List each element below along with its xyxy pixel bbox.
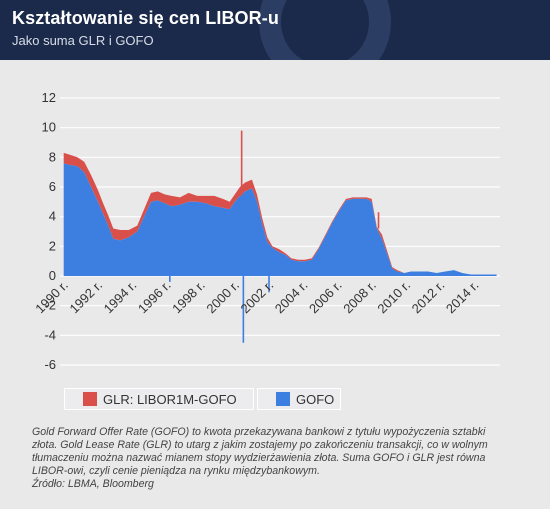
legend-label-glr: GLR: LIBOR1M-GOFO bbox=[103, 391, 237, 407]
plot-area bbox=[63, 130, 497, 343]
glr-area bbox=[63, 152, 497, 275]
x-tick-label: 1998 r. bbox=[169, 278, 208, 317]
note-line: LIBOR-owi, czyli cenie pieniądza na rynk… bbox=[32, 465, 320, 477]
glr-swatch bbox=[83, 392, 97, 406]
legend-label-gofo: GOFO bbox=[296, 391, 335, 407]
gofo-area bbox=[63, 163, 497, 276]
y-tick-label: -6 bbox=[44, 357, 56, 372]
y-axis: 12 10 8 6 4 2 0 -2 -4 -6 bbox=[42, 90, 56, 372]
page-title: Kształtowanie się cen LIBOR-u bbox=[12, 8, 279, 28]
chart: 12 10 8 6 4 2 0 -2 -4 -6 1990 r.1992 r.1994 r.199… bbox=[32, 90, 500, 372]
x-tick-label: 2012 r. bbox=[409, 278, 448, 317]
gridlines bbox=[60, 97, 500, 366]
y-tick-label: 6 bbox=[49, 179, 56, 194]
y-tick-label: 10 bbox=[42, 120, 56, 135]
y-tick-label: 4 bbox=[49, 209, 56, 224]
x-tick-label: 2008 r. bbox=[340, 278, 379, 317]
y-tick-label: 0 bbox=[49, 268, 56, 283]
x-tick-label: 2014 r. bbox=[443, 278, 482, 317]
source-note: Gold Forward Offer Rate (GOFO) to kwota … bbox=[32, 426, 532, 491]
x-tick-label: 1996 r. bbox=[135, 278, 174, 317]
x-tick-label: 2004 r. bbox=[272, 278, 311, 317]
x-tick-label: 1992 r. bbox=[66, 278, 105, 317]
y-tick-label: -2 bbox=[44, 298, 56, 313]
logo-ring-icon bbox=[259, 0, 391, 60]
legend-item-gofo: GOFO bbox=[257, 388, 341, 410]
x-axis: 1990 r.1992 r.1994 r.1996 r.1998 r.2000 … bbox=[32, 278, 481, 317]
y-tick-label: -4 bbox=[44, 327, 56, 342]
page-subtitle: Jako suma GLR i GOFO bbox=[12, 33, 154, 48]
legend-item-glr: GLR: LIBOR1M-GOFO bbox=[64, 388, 254, 410]
x-tick-label: 2006 r. bbox=[306, 278, 345, 317]
y-tick-label: 12 bbox=[42, 90, 56, 105]
y-tick-label: 8 bbox=[49, 149, 56, 164]
note-line: złota. Gold Lease Rate (GLR) to utarg z … bbox=[32, 439, 488, 451]
y-tick-label: 2 bbox=[49, 238, 56, 253]
source-line: Źródło: LBMA, Bloomberg bbox=[32, 478, 154, 490]
header: Kształtowanie się cen LIBOR-u Jako suma … bbox=[0, 0, 550, 60]
x-tick-label: 2000 r. bbox=[203, 278, 242, 317]
note-line: tłumaczeniu można nazwać mianem stopy wy… bbox=[32, 452, 486, 464]
note-line: Gold Forward Offer Rate (GOFO) to kwota … bbox=[32, 426, 486, 438]
gofo-swatch bbox=[276, 392, 290, 406]
x-tick-label: 2010 r. bbox=[374, 278, 413, 317]
x-tick-label: 1994 r. bbox=[101, 278, 140, 317]
